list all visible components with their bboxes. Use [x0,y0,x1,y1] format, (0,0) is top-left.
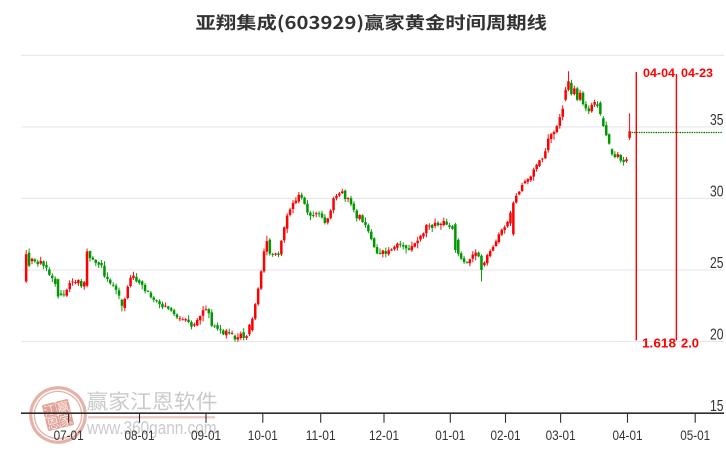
svg-text:10-01: 10-01 [248,427,278,443]
svg-text:www.360gann.com: www.360gann.com [86,418,216,438]
svg-text:04-01: 04-01 [613,427,643,443]
svg-text:35: 35 [710,112,724,129]
svg-text:09-01: 09-01 [191,427,221,443]
svg-text:04-04: 04-04 [643,68,676,80]
svg-text:2.0: 2.0 [681,336,699,350]
svg-text:25: 25 [710,255,724,272]
svg-text:07-01: 07-01 [54,427,84,443]
svg-text:02-01: 02-01 [491,427,521,443]
svg-text:15: 15 [710,398,724,415]
svg-text:03-01: 03-01 [546,427,576,443]
svg-text:30: 30 [710,183,724,200]
svg-text:12-01: 12-01 [369,427,399,443]
svg-text:04-23: 04-23 [681,68,713,80]
svg-text:1.618: 1.618 [642,336,676,350]
svg-text:01-01: 01-01 [435,427,465,443]
svg-text:11-01: 11-01 [306,427,336,443]
svg-text:05-01: 05-01 [680,427,710,443]
svg-text:08-01: 08-01 [125,427,155,443]
svg-text:20: 20 [710,326,724,343]
